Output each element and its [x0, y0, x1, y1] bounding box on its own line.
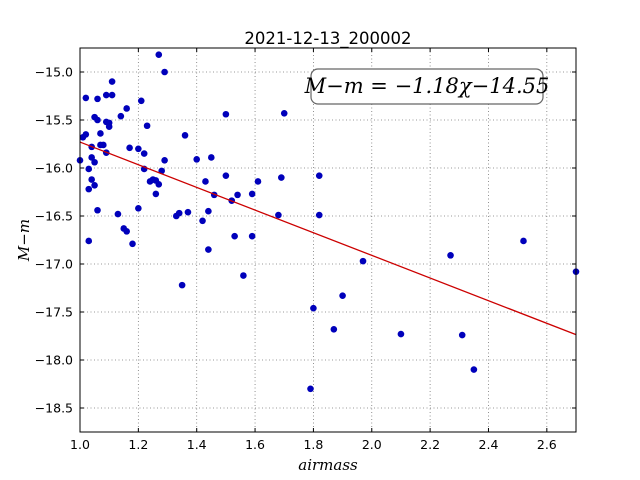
- data-point: [102, 91, 110, 99]
- data-point: [82, 94, 90, 102]
- data-point: [205, 246, 212, 253]
- y-tick-labels: −15.0 −15.5 −16.0 −16.5 −17.0 −17.5 −18.0 −18.5: [35, 65, 73, 416]
- data-point: [222, 172, 230, 179]
- data-point: [520, 237, 527, 245]
- data-point: [129, 240, 136, 248]
- chart-title: 2021-12-13_200002: [244, 29, 411, 49]
- data-point: [117, 112, 125, 120]
- data-point: [254, 178, 262, 185]
- data-point: [470, 366, 478, 373]
- y-tick-label: −18.0: [35, 353, 73, 368]
- x-tick-label: 2.0: [362, 437, 382, 452]
- data-point: [248, 190, 256, 198]
- data-point: [307, 385, 314, 393]
- data-point: [135, 145, 142, 153]
- data-point: [275, 211, 282, 219]
- x-tick-label: 2.4: [479, 437, 499, 452]
- data-point: [339, 292, 346, 299]
- data-point: [278, 174, 285, 181]
- data-point: [135, 205, 142, 212]
- data-point: [91, 158, 98, 166]
- data-point: [330, 325, 338, 333]
- data-point: [85, 185, 93, 193]
- data-point: [234, 191, 241, 199]
- data-point: [85, 165, 93, 173]
- data-point: [280, 109, 288, 117]
- data-point: [91, 181, 98, 189]
- data-point: [202, 178, 209, 185]
- data-point: [143, 122, 151, 130]
- axes-frame: [79, 47, 577, 433]
- data-point: [140, 150, 148, 157]
- x-tick-labels: 1.0 1.2 1.4 1.6 1.8 2.0 2.2 2.4 2.6: [70, 437, 557, 452]
- y-tick-label: −17.0: [35, 257, 73, 272]
- data-point: [175, 209, 183, 217]
- x-tick-label: 1.0: [70, 437, 90, 452]
- fit-line: [79, 141, 577, 336]
- data-point: [108, 78, 116, 85]
- data-point: [248, 232, 256, 240]
- data-point: [161, 68, 168, 76]
- data-points: [76, 51, 580, 393]
- x-tick-label: 1.4: [187, 437, 207, 452]
- data-point: [231, 232, 238, 240]
- y-tick-label: −16.5: [35, 209, 73, 224]
- data-point: [94, 206, 101, 214]
- y-tick-label: −18.5: [35, 401, 73, 416]
- data-point: [315, 172, 323, 179]
- data-point: [88, 176, 95, 183]
- data-point: [85, 237, 93, 245]
- data-point: [105, 119, 113, 127]
- equation-box: M−m = −1.18χ−14.55: [304, 68, 550, 105]
- x-tick-label: 2.2: [420, 437, 440, 452]
- data-point: [152, 190, 160, 198]
- equation-text: M−m = −1.18χ−14.55: [304, 74, 550, 98]
- y-tick-label: −16.0: [35, 161, 73, 176]
- y-tick-label: −15.0: [35, 65, 73, 80]
- data-point: [108, 91, 116, 99]
- data-point: [94, 95, 101, 103]
- y-axis-label: M−m: [15, 219, 33, 262]
- data-point: [310, 304, 317, 312]
- data-point: [94, 116, 101, 124]
- x-tick-label: 1.2: [128, 437, 148, 452]
- data-point: [114, 210, 122, 218]
- data-point: [184, 208, 192, 216]
- fit-line-group: [79, 141, 577, 336]
- data-point: [82, 131, 90, 138]
- data-point: [178, 281, 186, 289]
- data-point: [88, 154, 95, 161]
- data-point: [359, 257, 367, 265]
- data-point: [181, 132, 189, 139]
- y-tick-label: −15.5: [35, 113, 73, 128]
- x-tick-label: 1.6: [245, 437, 265, 452]
- equation-box-frame: [310, 68, 544, 105]
- data-point: [207, 154, 215, 161]
- x-tick-label: 2.6: [537, 437, 557, 452]
- data-point: [205, 207, 212, 215]
- data-point: [155, 51, 163, 59]
- data-point: [222, 110, 230, 118]
- data-point: [123, 105, 130, 112]
- data-point: [240, 272, 247, 279]
- data-point: [315, 211, 323, 219]
- y-tick-label: −17.5: [35, 305, 73, 320]
- data-point: [97, 130, 104, 137]
- data-point: [447, 252, 454, 259]
- data-point: [193, 156, 201, 163]
- plot-area: [80, 48, 576, 432]
- data-point: [161, 157, 168, 164]
- data-point: [100, 141, 107, 149]
- data-point: [199, 217, 206, 225]
- data-point: [123, 228, 130, 235]
- data-point: [397, 330, 405, 338]
- ticks: [79, 48, 576, 432]
- data-point: [137, 97, 145, 105]
- data-point: [458, 331, 466, 339]
- x-tick-label: 1.8: [303, 437, 323, 452]
- data-point: [155, 181, 163, 188]
- x-axis-label: airmass: [298, 456, 358, 474]
- data-point: [126, 144, 133, 152]
